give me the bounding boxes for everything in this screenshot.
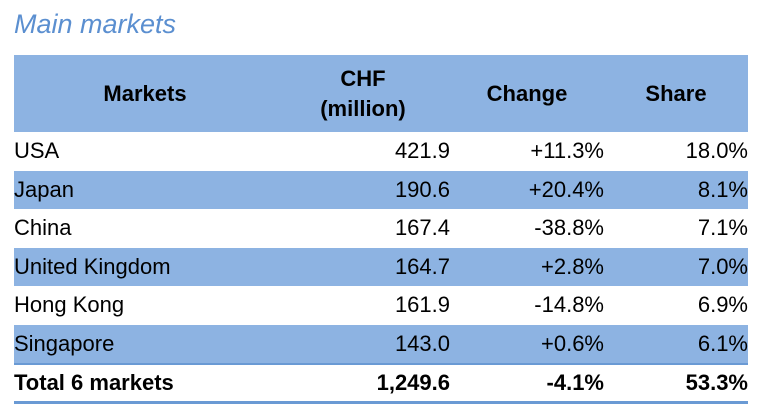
cell-change: -38.8% — [534, 215, 604, 241]
header-chf-line1: CHF — [340, 65, 386, 91]
cell-chf: 190.6 — [276, 170, 450, 209]
cell-market: Singapore — [14, 324, 276, 364]
cell-change: -14.8% — [534, 292, 604, 318]
total-chf: 1,249.6 — [276, 362, 450, 404]
cell-market: United Kingdom — [14, 247, 276, 286]
table-title: Main markets — [14, 9, 177, 39]
cell-share: 7.0% — [604, 247, 748, 286]
table-row: USA 421.9 +11.3% 18.0% — [14, 132, 748, 171]
cell-market: Japan — [14, 170, 276, 209]
table-row: United Kingdom 164.7 +2.8% 7.0% — [14, 247, 748, 286]
cell-change: +20.4% — [450, 170, 604, 209]
header-chf: CHF (million) — [276, 55, 450, 132]
cell-chf: 161.9 — [394, 292, 450, 318]
total-change: -4.1% — [450, 362, 604, 404]
header-row: Markets CHF (million) Change Share — [14, 55, 748, 132]
header-chf-line2: (million) — [320, 95, 406, 121]
cell-market: USA — [14, 138, 60, 164]
cell-chf: 421.9 — [394, 138, 450, 164]
header-change: Change — [450, 55, 604, 132]
cell-share: 8.1% — [604, 170, 748, 209]
cell-change: +2.8% — [450, 247, 604, 286]
cell-market: Hong Kong — [14, 292, 125, 318]
total-market: Total 6 markets — [14, 362, 276, 404]
table-row: Japan 190.6 +20.4% 8.1% — [14, 170, 748, 209]
cell-chf: 164.7 — [276, 247, 450, 286]
table-row: Hong Kong 161.9 -14.8% 6.9% — [14, 286, 748, 325]
cell-share: 18.0% — [685, 138, 748, 164]
main-markets-table: Markets CHF (million) Change Share USA 4… — [14, 55, 748, 404]
cell-share: 6.1% — [604, 324, 748, 364]
cell-chf: 167.4 — [394, 215, 450, 241]
cell-market: China — [14, 215, 72, 241]
cell-change: +11.3% — [530, 138, 604, 164]
header-share: Share — [604, 55, 748, 132]
total-share: 53.3% — [604, 362, 748, 404]
cell-share: 7.1% — [697, 215, 748, 241]
total-row: Total 6 markets 1,249.6 -4.1% 53.3% — [14, 362, 748, 404]
header-markets: Markets — [14, 55, 276, 132]
cell-share: 6.9% — [697, 292, 748, 318]
cell-chf: 143.0 — [276, 324, 450, 364]
cell-change: +0.6% — [450, 324, 604, 364]
table-row: Singapore 143.0 +0.6% 6.1% — [14, 324, 748, 364]
table-row: China 167.4 -38.8% 7.1% — [14, 209, 748, 248]
